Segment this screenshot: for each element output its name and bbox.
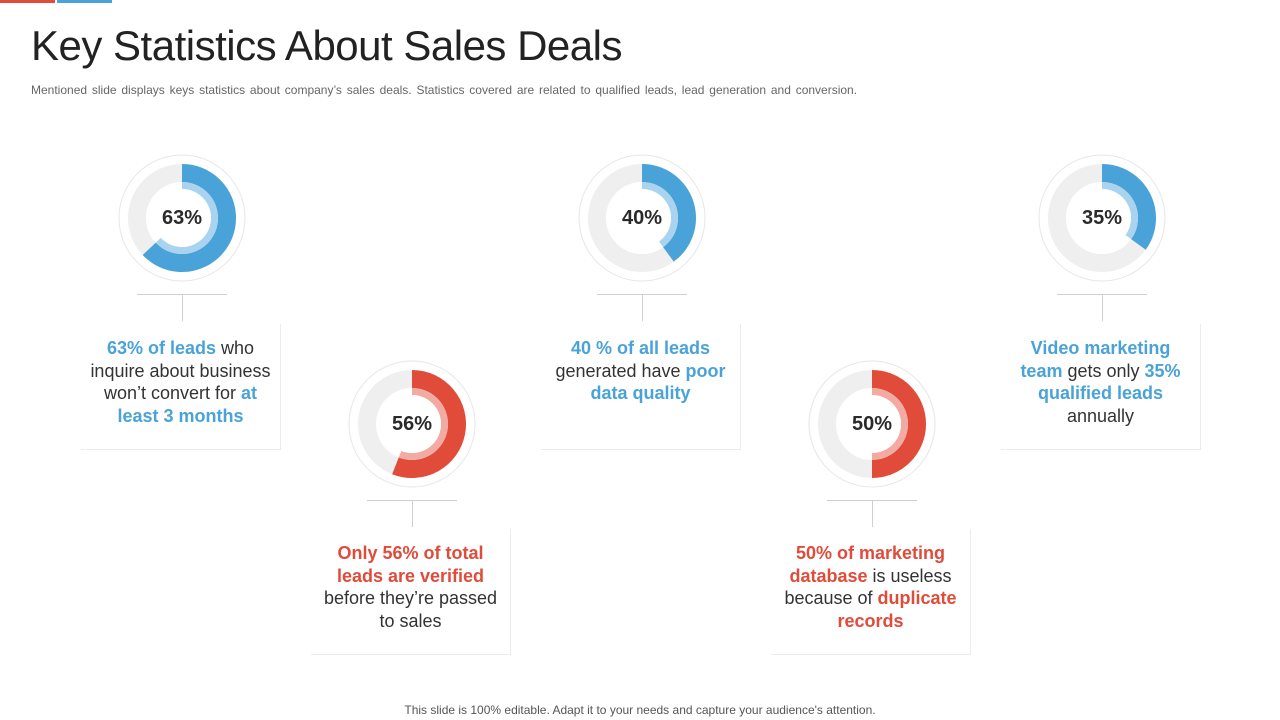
stat-text: is useless because of (784, 565, 952, 609)
stat-highlight: Only 56% of total leads are verified (336, 543, 485, 586)
slide-footer: This slide is 100% editable. Adapt it to… (404, 703, 876, 717)
percent-label: 56% (391, 412, 433, 435)
donut-chart (807, 359, 937, 489)
donut-center (153, 189, 211, 247)
donut-center (1073, 189, 1131, 247)
donut-value-arc (392, 370, 466, 478)
percent-label: 35% (1081, 206, 1123, 229)
stat-highlight: 63% of leads (106, 338, 216, 358)
donut-chart (577, 153, 707, 283)
slide-subtitle: Mentioned slide displays keys statistics… (31, 83, 858, 97)
connector-vertical (182, 295, 183, 321)
stat-card: Only 56% of total leads are verified bef… (311, 529, 511, 655)
accent-bar-red (0, 0, 55, 3)
stat-highlight: 40 % of all leads (570, 338, 711, 358)
donut-chart (1037, 153, 1167, 283)
stat-highlight: duplicate records (837, 588, 957, 631)
donut-chart (117, 153, 247, 283)
donut-inner-arc (872, 388, 908, 460)
donut-inner-arc (155, 182, 218, 254)
percent-label: 50% (851, 412, 893, 435)
donut-chart (347, 359, 477, 489)
stat-highlight: poor data quality (590, 360, 726, 404)
stat-card: Video marketing team gets only 35% quali… (1001, 324, 1201, 450)
donut-value-arc (872, 370, 926, 478)
connector-horizontal (827, 500, 917, 501)
donut-center (843, 395, 901, 453)
connector-horizontal (597, 294, 687, 295)
donut-inner-arc (1102, 182, 1138, 240)
stat-card: 63% of leads who inquire about business … (81, 324, 281, 450)
donut-inner-arc (642, 182, 678, 248)
accent-bar-blue (57, 0, 112, 3)
stat-text: generated have (555, 360, 686, 381)
donut-center (383, 395, 441, 453)
stat-text: gets only (1062, 360, 1145, 381)
donut-value-arc (1102, 164, 1156, 250)
stat-text: who inquire about business won’t convert… (90, 338, 271, 403)
stat-card: 50% of marketing database is useless bec… (771, 529, 971, 655)
stat-card: 40 % of all leads generated have poor da… (541, 324, 741, 450)
donut-value-arc (142, 164, 236, 272)
connector-vertical (412, 501, 413, 527)
stat-highlight: at least 3 months (117, 383, 258, 426)
stat-text: before they’re passed to sales (323, 588, 498, 631)
stat-text: annually (1066, 405, 1135, 426)
connector-vertical (642, 295, 643, 321)
donut-center (613, 189, 671, 247)
connector-vertical (1102, 295, 1103, 321)
connector-horizontal (367, 500, 457, 501)
percent-label: 40% (621, 206, 663, 229)
donut-inner-arc (398, 388, 448, 460)
slide-title: Key Statistics About Sales Deals (31, 22, 622, 69)
donut-value-arc (642, 164, 696, 262)
connector-vertical (872, 501, 873, 527)
stat-highlight: 50% of marketing database (789, 543, 946, 586)
percent-label: 63% (161, 206, 203, 229)
connector-horizontal (1057, 294, 1147, 295)
connector-horizontal (137, 294, 227, 295)
stat-highlight: Video marketing team (1020, 338, 1171, 381)
stat-highlight: 35% qualified leads (1037, 360, 1181, 404)
